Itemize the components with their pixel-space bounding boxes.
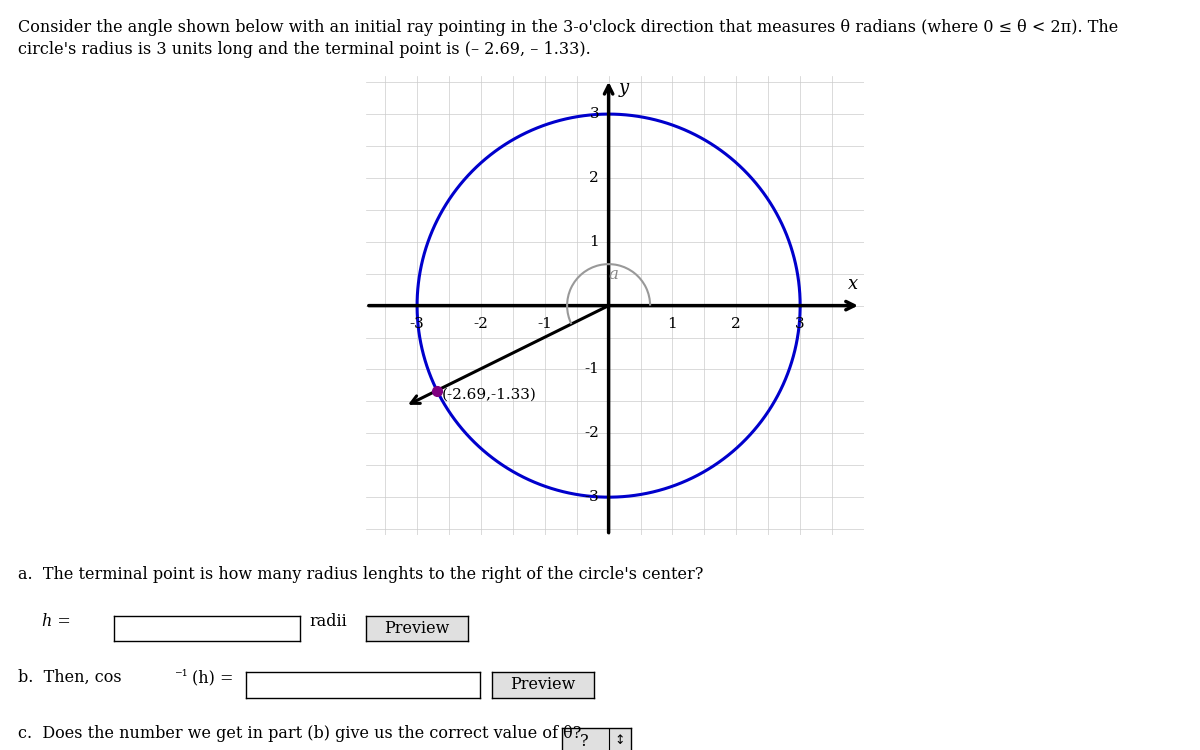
Text: circle's radius is 3 units long and the terminal point is (– 2.69, – 1.33).: circle's radius is 3 units long and the … (18, 41, 590, 58)
Text: ?: ? (581, 733, 589, 749)
Text: c.  Does the number we get in part (b) give us the correct value of θ?: c. Does the number we get in part (b) gi… (18, 725, 581, 742)
Text: Preview: Preview (384, 620, 450, 637)
Text: 3: 3 (796, 317, 805, 331)
Text: 2: 2 (732, 317, 742, 331)
Text: x: x (847, 274, 858, 292)
Text: ⁻¹: ⁻¹ (174, 670, 187, 685)
Text: -3: -3 (409, 317, 425, 331)
Text: -2: -2 (474, 317, 488, 331)
Text: Preview: Preview (510, 676, 576, 693)
Text: ↕: ↕ (614, 734, 625, 748)
Text: (h) =: (h) = (192, 669, 234, 686)
Text: (-2.69,-1.33): (-2.69,-1.33) (442, 387, 536, 401)
Text: 1: 1 (589, 235, 599, 249)
Text: a.  The terminal point is how many radius lenghts to the right of the circle's c: a. The terminal point is how many radius… (18, 566, 703, 584)
Text: -3: -3 (584, 490, 599, 504)
Text: -1: -1 (584, 362, 599, 376)
Text: -2: -2 (584, 426, 599, 440)
Text: 2: 2 (589, 171, 599, 185)
Text: radii: radii (310, 613, 347, 630)
Text: -1: -1 (538, 317, 552, 331)
Text: y: y (618, 79, 629, 97)
Text: h =: h = (42, 613, 71, 630)
Text: Consider the angle shown below with an initial ray pointing in the 3-o'clock dir: Consider the angle shown below with an i… (18, 19, 1118, 36)
Text: 3: 3 (589, 107, 599, 121)
Text: 1: 1 (667, 317, 677, 331)
Text: b.  Then, cos: b. Then, cos (18, 669, 121, 686)
Text: a: a (608, 266, 619, 284)
